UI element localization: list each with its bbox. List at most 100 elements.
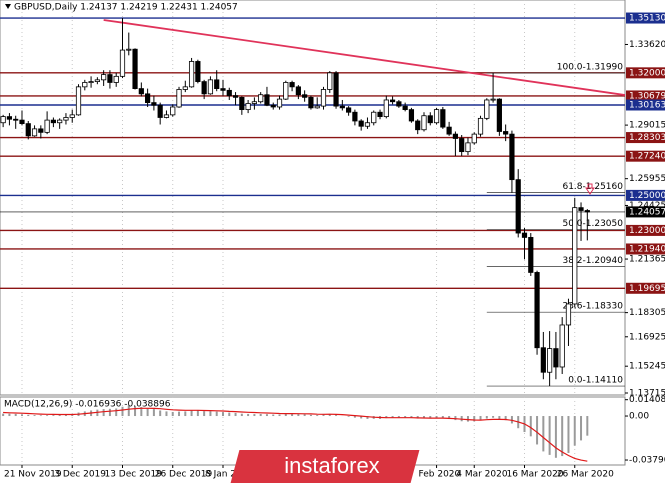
candle-body [138,88,144,95]
candle-body [477,117,484,135]
candle-body [258,94,264,103]
macd-bar [228,412,231,417]
macd-bar [171,411,174,417]
y-tick-label: 1.18305 [629,308,665,318]
candle-body [75,86,82,116]
level-label: 1.28303 [629,133,665,143]
candle-body [295,86,301,96]
level-label-box [626,67,665,79]
candle-body [584,210,590,213]
candle-body [333,72,339,107]
candle-body [427,115,433,124]
x-tick-label: 26 Mar 2020 [557,470,614,480]
macd-bar [165,411,168,417]
macd-bar [335,415,338,417]
candle-body [57,119,63,124]
macd-bar [567,416,570,453]
macd-bar [184,411,187,417]
level-label: 1.23000 [629,226,665,236]
candle-body [13,118,19,121]
candle-body [176,89,182,108]
macd-bar [64,414,67,417]
candle-body [509,133,515,181]
candle-body [540,347,546,373]
macd-bar [8,413,11,417]
level-label: 1.24057 [629,207,665,217]
macd-bar [385,416,388,419]
x-tick-label: 21 Nov 2019 [4,470,62,480]
fibo-label: 50.0-1.23050 [562,219,623,229]
y-tick-label: 1.33620 [629,40,665,50]
candle-body [245,103,251,111]
macd-bar [529,416,532,437]
macd-bar [586,416,589,436]
candle-body [63,117,69,121]
trend-line [103,19,626,96]
fibo-label: 61.8-1.25160 [562,182,623,192]
candle-body [6,116,13,120]
macd-bar [134,406,137,417]
level-label: 1.30163 [629,101,665,111]
candle-body [352,111,358,122]
macd-bar [203,411,206,417]
level-label-box [626,132,665,144]
macd-bar [108,408,111,417]
candle-body [459,138,465,153]
macd-bar [347,416,350,417]
candle-body [69,114,75,118]
macd-bar [20,414,23,417]
candle-body [308,96,314,109]
macd-bar [303,414,306,417]
level-label-box [626,206,665,218]
title-marker [5,4,11,9]
fibo-label: 100.0-1.31990 [557,63,624,73]
macd-bar [127,405,130,417]
candle-body [578,207,584,211]
candle-body [264,94,270,106]
fibo-label: 38.2-1.20940 [562,256,623,266]
x-tick-label: 3 Dec 2019 [54,470,106,480]
candle-body [251,101,257,104]
macd-bar [27,414,30,417]
candle-body [496,98,502,132]
macd-bar [573,416,576,446]
candle-body [314,105,320,109]
watermark-box [230,450,420,483]
candle-body [440,109,446,128]
candle-body [214,79,220,89]
macd-bar [441,416,444,419]
candle-body [346,107,352,113]
candle-body [31,128,38,137]
y-tick-label: 1.15245 [629,362,665,372]
macd-bar [209,411,212,417]
candle-body [572,207,578,305]
y-tick-label: 1.16925 [629,332,665,342]
candle-body [188,61,195,88]
candle-body [302,94,308,98]
candle-body [126,48,132,51]
macd-bar [422,416,425,419]
macd-bar [152,409,155,417]
candle-body [132,48,138,89]
level-label-box [626,99,665,111]
candle-body [528,237,534,273]
level-label: 1.25000 [629,191,665,201]
candle-body [547,348,553,373]
macd-bar [542,416,545,452]
macd-bar [504,416,507,421]
candle-body [207,79,214,95]
macd-bar [448,416,451,420]
candle-body [226,89,232,96]
macd-bar [39,415,42,417]
macd-bar [561,416,564,457]
candle-body [364,122,371,127]
macd-bar [554,416,557,458]
macd-bar [115,408,118,417]
y-tick-label: 1.21365 [629,255,665,265]
candle-body [157,104,163,118]
candle-body [371,111,377,124]
candle-body [50,119,56,124]
candle-body [503,131,509,135]
level-label: 1.30679 [629,91,665,101]
macd-bar [2,413,5,417]
